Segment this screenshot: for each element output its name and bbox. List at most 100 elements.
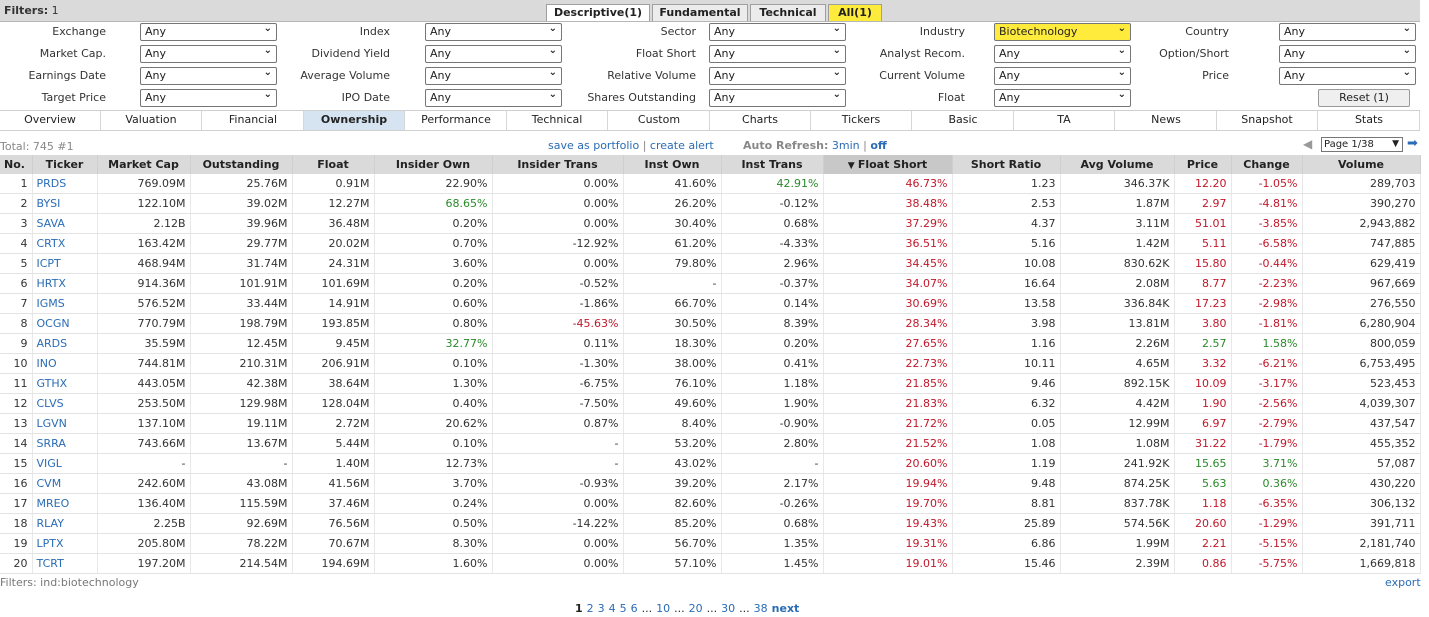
pagination-page-38[interactable]: 38 (753, 602, 768, 615)
filter-select-current-volume[interactable]: Any ⌄ (994, 67, 1131, 85)
filter-select-float[interactable]: Any ⌄ (994, 89, 1131, 107)
table-row[interactable]: 12 CLVS 253.50M 129.98M 128.04M 0.40% -7.50% 49… (0, 393, 1421, 414)
page-select[interactable]: Page 1/38 ▼ (1321, 137, 1403, 152)
tab-all[interactable]: All(1) (828, 4, 882, 21)
ticker-link[interactable]: ICPT (32, 253, 98, 274)
filter-select-ipo-date[interactable]: Any ⌄ (425, 89, 562, 107)
view-tab-ta[interactable]: TA (1014, 111, 1115, 130)
pagination-page-2[interactable]: 2 (586, 602, 594, 615)
filter-select-index[interactable]: Any ⌄ (425, 23, 562, 41)
tab-technical[interactable]: Technical (750, 4, 826, 21)
table-row[interactable]: 7 IGMS 576.52M 33.44M 14.91M 0.60% -1.86% 66.70… (0, 293, 1421, 314)
tab-fundamental[interactable]: Fundamental (652, 4, 748, 21)
view-tab-snapshot[interactable]: Snapshot (1217, 111, 1318, 130)
table-row[interactable]: 14 SRRA 743.66M 13.67M 5.44M 0.10% -53.20% 2.80… (0, 433, 1421, 454)
column-header-inst-trans[interactable]: Inst Trans (721, 155, 824, 174)
column-header-price[interactable]: Price (1174, 155, 1232, 174)
auto-refresh-off[interactable]: off (870, 139, 887, 152)
ticker-link[interactable]: CRTX (32, 233, 98, 254)
ticker-link[interactable]: HRTX (32, 273, 98, 294)
table-row[interactable]: 19 LPTX 205.80M 78.22M 70.67M 8.30% 0.00% 56.70… (0, 533, 1421, 554)
view-tab-financial[interactable]: Financial (203, 111, 304, 130)
filter-select-country[interactable]: Any ⌄ (1279, 23, 1416, 41)
ticker-link[interactable]: SRRA (32, 433, 98, 454)
pagination-page-5[interactable]: 5 (619, 602, 627, 615)
next-page-icon[interactable]: ➡ (1407, 136, 1418, 151)
prev-page-icon[interactable]: ◀ (1303, 137, 1313, 151)
table-row[interactable]: 8 OCGN 770.79M 198.79M 193.85M 0.80% -45.63% 30… (0, 313, 1421, 334)
auto-refresh-interval[interactable]: 3min (831, 139, 860, 152)
filter-select-analyst-recom[interactable]: Any ⌄ (994, 45, 1131, 63)
column-header-volume[interactable]: Volume (1302, 155, 1421, 174)
ticker-link[interactable]: PRDS (32, 174, 98, 194)
pagination-page-4[interactable]: 4 (608, 602, 616, 615)
reset-filters-button[interactable]: Reset (1) (1318, 89, 1410, 107)
filter-select-dividend-yield[interactable]: Any ⌄ (425, 45, 562, 63)
table-row[interactable]: 20 TCRT 197.20M 214.54M 194.69M 1.60% 0.00% 57.… (0, 553, 1421, 574)
filter-select-exchange[interactable]: Any ⌄ (140, 23, 277, 41)
ticker-link[interactable]: VIGL (32, 453, 98, 474)
filter-select-industry[interactable]: Biotechnology ⌄ (994, 23, 1131, 41)
filter-select-option-short[interactable]: Any ⌄ (1279, 45, 1416, 63)
column-header-market-cap[interactable]: Market Cap (97, 155, 191, 174)
table-row[interactable]: 6 HRTX 914.36M 101.91M 101.69M 0.20% -0.52% - -0… (0, 273, 1421, 294)
ticker-link[interactable]: ARDS (32, 333, 98, 354)
view-tab-custom[interactable]: Custom (609, 111, 710, 130)
ticker-link[interactable]: RLAY (32, 513, 98, 534)
table-row[interactable]: 9 ARDS 35.59M 12.45M 9.45M 32.77% 0.11% 18.30% 0… (0, 333, 1421, 354)
column-header-short-ratio[interactable]: Short Ratio (952, 155, 1061, 174)
ticker-link[interactable]: BYSI (32, 193, 98, 214)
filter-select-price[interactable]: Any ⌄ (1279, 67, 1416, 85)
column-header-outstanding[interactable]: Outstanding (190, 155, 293, 174)
table-row[interactable]: 3 SAVA 2.12B 39.96M 36.48M 0.20% 0.00% 30.40% 0.… (0, 213, 1421, 234)
pagination-page-3[interactable]: 3 (597, 602, 605, 615)
table-row[interactable]: 2 BYSI 122.10M 39.02M 12.27M 68.65% 0.00% 26.20… (0, 193, 1421, 214)
table-row[interactable]: 1 PRDS 769.09M 25.76M 0.91M 22.90% 0.00% 41.60%… (0, 174, 1421, 194)
column-header-insider-own[interactable]: Insider Own (374, 155, 493, 174)
pagination-next[interactable]: next (771, 602, 800, 615)
ticker-link[interactable]: LPTX (32, 533, 98, 554)
ticker-link[interactable]: CVM (32, 473, 98, 494)
view-tab-stats[interactable]: Stats (1319, 111, 1420, 130)
view-tab-valuation[interactable]: Valuation (101, 111, 202, 130)
view-tab-news[interactable]: News (1116, 111, 1217, 130)
view-tab-charts[interactable]: Charts (710, 111, 811, 130)
view-tab-performance[interactable]: Performance (406, 111, 507, 130)
view-tab-technical[interactable]: Technical (507, 111, 608, 130)
filter-select-market-cap[interactable]: Any ⌄ (140, 45, 277, 63)
pagination-page-20[interactable]: 20 (688, 602, 703, 615)
column-header-float-short[interactable]: ▼ Float Short (823, 155, 953, 174)
ticker-link[interactable]: LGVN (32, 413, 98, 434)
view-tab-ownership[interactable]: Ownership (304, 111, 405, 130)
filter-select-sector[interactable]: Any ⌄ (709, 23, 846, 41)
create-alert-link[interactable]: create alert (649, 139, 714, 152)
view-tab-overview[interactable]: Overview (0, 111, 101, 130)
view-tab-basic[interactable]: Basic (913, 111, 1014, 130)
ticker-link[interactable]: IGMS (32, 293, 98, 314)
table-row[interactable]: 15 VIGL - -1.40M 12.73% -43.02% -20.60% 1.19 241… (0, 453, 1421, 474)
ticker-link[interactable]: MREO (32, 493, 98, 514)
ticker-link[interactable]: TCRT (32, 553, 98, 574)
table-row[interactable]: 4 CRTX 163.42M 29.77M 20.02M 0.70% -12.92% 61.2… (0, 233, 1421, 254)
table-row[interactable]: 11 GTHX 443.05M 42.38M 38.64M 1.30% -6.75% 76.1… (0, 373, 1421, 394)
column-header-inst-own[interactable]: Inst Own (623, 155, 722, 174)
ticker-link[interactable]: CLVS (32, 393, 98, 414)
pagination-page-6[interactable]: 6 (630, 602, 638, 615)
table-row[interactable]: 17 MREO 136.40M 115.59M 37.46M 0.24% 0.00% 82.6… (0, 493, 1421, 514)
ticker-link[interactable]: INO (32, 353, 98, 374)
ticker-link[interactable]: GTHX (32, 373, 98, 394)
table-row[interactable]: 5 ICPT 468.94M 31.74M 24.31M 3.60% 0.00% 79.80%… (0, 253, 1421, 274)
table-row[interactable]: 18 RLAY 2.25B 92.69M 76.56M 0.50% -14.22% 85.20… (0, 513, 1421, 534)
column-header-change[interactable]: Change (1231, 155, 1303, 174)
filter-select-average-volume[interactable]: Any ⌄ (425, 67, 562, 85)
view-tab-tickers[interactable]: Tickers (811, 111, 912, 130)
pagination-page-30[interactable]: 30 (721, 602, 736, 615)
column-header-float[interactable]: Float (292, 155, 375, 174)
ticker-link[interactable]: OCGN (32, 313, 98, 334)
filter-select-relative-volume[interactable]: Any ⌄ (709, 67, 846, 85)
filter-select-float-short[interactable]: Any ⌄ (709, 45, 846, 63)
pagination-page-10[interactable]: 10 (656, 602, 671, 615)
column-header-ticker[interactable]: Ticker (32, 155, 98, 174)
column-header-avg-volume[interactable]: Avg Volume (1060, 155, 1175, 174)
filter-select-earnings-date[interactable]: Any ⌄ (140, 67, 277, 85)
